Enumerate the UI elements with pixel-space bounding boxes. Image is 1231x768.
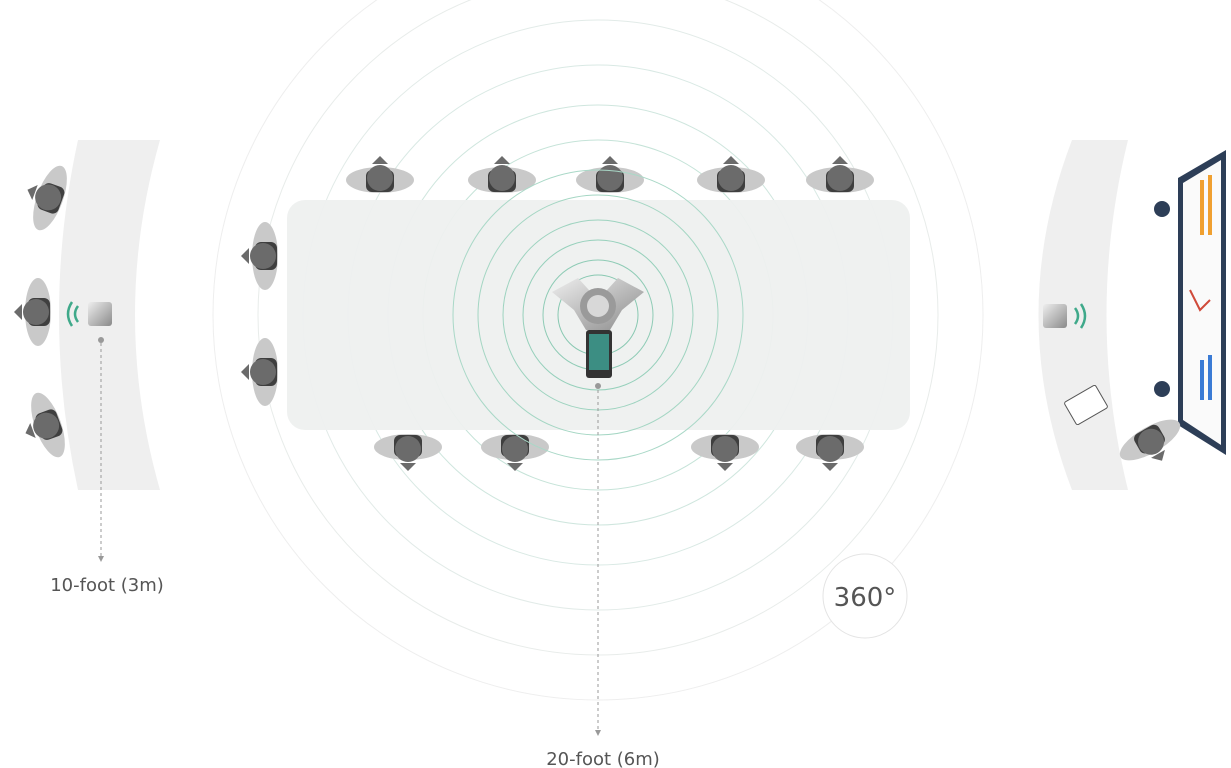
illustration-shape — [1200, 180, 1204, 235]
illustration-shape — [1154, 201, 1170, 217]
illustration-shape — [88, 302, 112, 326]
illustration-shape — [1043, 304, 1067, 328]
illustration-shape — [595, 383, 601, 389]
illustration-shape — [1208, 355, 1212, 400]
illustration-shape — [374, 434, 442, 471]
illustration-shape — [796, 434, 864, 471]
illustration-shape — [481, 434, 549, 471]
illustration-shape — [1208, 175, 1212, 235]
illustration-shape — [241, 338, 278, 406]
illustration-shape — [589, 334, 609, 370]
illustration-shape — [587, 295, 609, 317]
range-labels: 10-foot (3m) 20-foot (6m) — [50, 575, 660, 768]
coverage-label: 360° — [834, 583, 897, 613]
illustration-shape — [595, 730, 601, 736]
illustration-shape — [468, 156, 536, 193]
illustration-shape — [1200, 360, 1204, 400]
left-range-label: 10-foot (3m) — [50, 575, 164, 596]
illustration-shape — [98, 556, 104, 562]
illustration-shape — [346, 156, 414, 193]
illustration-shape — [697, 156, 765, 193]
illustration-shape — [1154, 381, 1170, 397]
diagram: 10-foot (3m) 20-foot (6m) 360° — [0, 0, 1231, 768]
illustration-shape — [241, 222, 278, 290]
illustration-shape — [98, 337, 104, 343]
illustration-shape — [691, 434, 759, 471]
illustration-shape — [806, 156, 874, 193]
center-range-label: 20-foot (6m) — [546, 749, 660, 768]
